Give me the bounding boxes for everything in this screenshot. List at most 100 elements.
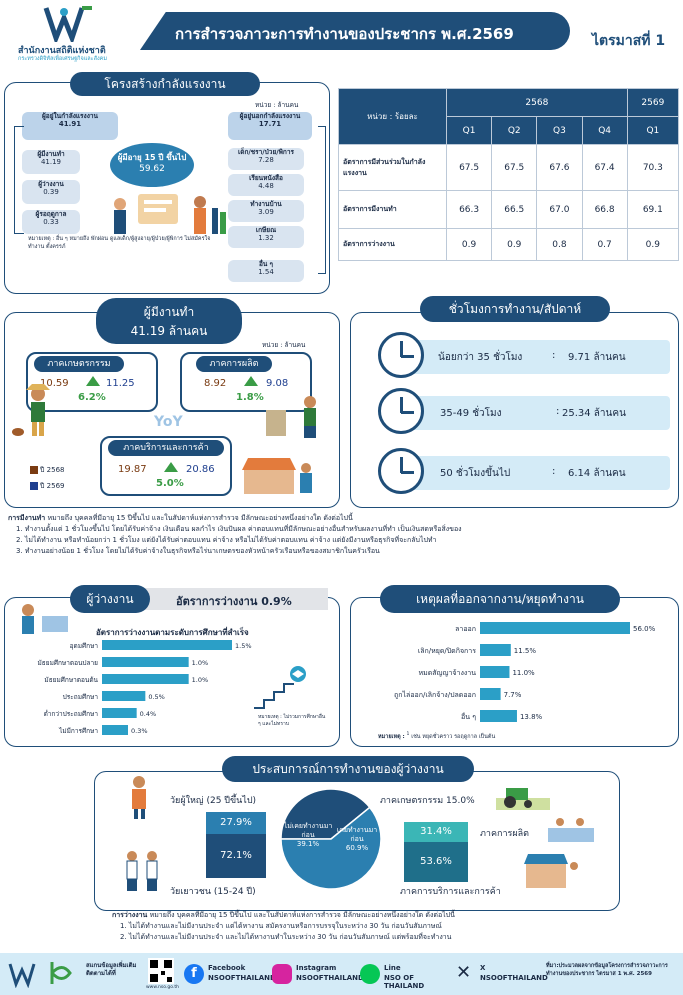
row-label: อัตราการว่างงาน	[338, 228, 447, 261]
table-quarter: Q3	[536, 116, 583, 145]
reason-bar	[480, 666, 510, 678]
social-handle: NSO OF THAILAND	[384, 974, 425, 990]
farm-illustration	[496, 780, 550, 810]
outside-item-value: 1.32	[258, 234, 274, 243]
social-name: Line	[384, 964, 401, 972]
edu-bar	[102, 725, 128, 735]
table-unit-header: หน่วย : ร้อยละ	[338, 88, 447, 145]
legend-label-2569: ปี 2569	[40, 482, 65, 490]
qr-code-icon[interactable]	[148, 958, 174, 984]
outside-item-label: เกษียณ	[255, 226, 277, 234]
unemployed-note: หมายเหตุ : ไม่รวมการศึกษาอื่น ๆ และไม่ทร…	[258, 714, 326, 727]
employed-value: 41.19	[40, 158, 62, 167]
hours-colon: :	[552, 466, 556, 477]
table-cell: 67.5	[445, 144, 493, 191]
table-cell: 0.9	[626, 228, 680, 261]
hours-value: 9.71 ล้านคน	[568, 352, 626, 363]
clock-icon	[378, 388, 424, 434]
bar-category-label: ลาออก	[455, 625, 476, 633]
definition-text: หมายถึง บุคคลที่มีอายุ 15 ปีขึ้นไป และใน…	[47, 514, 353, 522]
adult-label: วัยผู้ใหญ่ (25 ปีขึ้นไป)	[170, 796, 257, 806]
table-cell: 66.8	[581, 190, 628, 229]
bar-category-label: หมดสัญญาจ้างงาน	[419, 669, 477, 677]
qr-icon	[148, 958, 174, 984]
social-name: X	[480, 964, 486, 972]
legend-swatch-2569	[30, 482, 38, 490]
manu-pct-box: 31.4%	[404, 822, 468, 842]
age15-ellipse: ผู้มีอายุ 15 ปี ขึ้นไป 59.62	[110, 143, 194, 187]
hours-row-bg	[402, 456, 670, 490]
adult-worker-icon	[132, 776, 146, 819]
x-link[interactable]: ✕ X NSOOFTHAILAND	[456, 962, 548, 988]
bracket-right	[318, 126, 326, 274]
table-cell: 67.0	[536, 190, 583, 229]
graduation-stairs-icon	[254, 666, 306, 709]
reasons-chart: ลาออก 56.0% เลิก/หยุด/ปิดกิจการ 11.5% หมดสัญ…	[394, 622, 656, 722]
manu-label: ภาคการผลิต	[480, 829, 529, 839]
legend-label-2568: ปี 2568	[40, 466, 65, 474]
experience-title: ประสบการณ์การทำงานของผู้ว่างงาน	[222, 756, 474, 782]
clock-icon	[378, 448, 424, 494]
stairs-illustration	[250, 664, 310, 712]
table-cell: 67.5	[491, 144, 538, 191]
employed-label: ผู้มีงานทำ	[37, 150, 65, 158]
bar-category-label: ต่ำกว่าประถมศึกษา	[44, 709, 99, 718]
hours-colon: :	[556, 406, 560, 417]
job-seeker-illustration	[14, 598, 74, 640]
org-sub: กระทรวงดิจิทัลเพื่อเศรษฐกิจและสังคม	[18, 56, 107, 62]
footer-logo-2	[46, 958, 76, 988]
row-label: อัตราการมีส่วนร่วมในกำลังแรงงาน	[338, 144, 447, 191]
line-icon	[360, 964, 380, 984]
age15-label: ผู้มีอายุ 15 ปี ขึ้นไป	[117, 153, 187, 162]
up-arrow-icon	[244, 376, 258, 386]
facebook-link[interactable]: f Facebook NSOOFTHAILAND	[184, 962, 276, 988]
yoy-label: YoY	[154, 414, 183, 430]
manufacturing-icon	[548, 818, 594, 842]
no-exp-label: ไม่เคยทำงานมาก่อน	[283, 822, 333, 840]
outside-item: เด็ก/ชรา/ป่วย/พิการ 7.28	[228, 148, 304, 170]
farmer-illustration	[8, 380, 68, 440]
table-row: อัตราการมีส่วนร่วมในกำลังแรงงาน 67.5 67.…	[338, 144, 680, 191]
definition-item: 1. ทำงานตั้งแต่ 1 ชั่วโมงขึ้นไป โดยได้รั…	[16, 524, 462, 533]
line-link[interactable]: Line NSO OF THAILAND	[360, 962, 452, 990]
labor-force-value: 41.91	[58, 120, 82, 129]
table-year-2568: 2568	[446, 88, 628, 117]
bar-category-label: เลิก/หยุด/ปิดกิจการ	[418, 647, 476, 655]
outside-item-label: ทำงานบ้าน	[250, 200, 282, 208]
unemployed-rate: อัตราการว่างงาน 0.9%	[176, 595, 292, 608]
edu-bar	[102, 691, 146, 701]
service-illustration	[520, 850, 580, 890]
seasonal-box: ผู้รอฤดูกาล 0.33	[22, 210, 80, 234]
outside-item-value: 1.54	[258, 268, 274, 277]
bar-value-label: 1.5%	[235, 642, 252, 650]
table-cell: 66.3	[445, 190, 493, 229]
unemployed-chart-title: อัตราการว่างงานตามระดับการศึกษาที่สำเร็จ	[96, 628, 249, 637]
unemp-def-item: 2. ไม่ได้ทำงานและไม่มีงานประจำ และไม่ได้…	[120, 932, 452, 941]
reasons-note-text: เช่น หยุดชั่วคราว รอฤดูกาล เป็นต้น	[411, 733, 496, 740]
edu-bar	[102, 640, 232, 650]
table-quarter: Q4	[581, 116, 628, 145]
edu-bar	[102, 657, 189, 667]
manu-illustration	[546, 814, 596, 844]
hours-row-bg	[402, 340, 670, 374]
reason-bar	[480, 644, 511, 656]
adult-pct-box: 27.9%	[206, 812, 266, 834]
employed-title: ผู้มีงานทำ	[143, 305, 195, 319]
bar-value-label: 0.4%	[140, 710, 157, 718]
table-row: อัตราการว่างงาน 0.9 0.9 0.8 0.7 0.9	[338, 228, 680, 261]
table-cell: 67.4	[581, 144, 628, 191]
footer-app-label: สแกนข้อมูลเพิ่มเติม ติดตามได้ที่	[86, 962, 137, 978]
bar-category-label: ไม่มีการศึกษา	[58, 727, 98, 735]
legend-swatch-2568	[30, 466, 38, 474]
tractor-icon	[496, 788, 550, 810]
instagram-link[interactable]: Instagram NSOOFTHAILAND	[272, 962, 364, 988]
org-name: สำนักงานสถิติแห่งชาติ	[18, 46, 106, 56]
shop-icon	[242, 458, 312, 494]
outside-item: เกษียณ 1.32	[228, 226, 304, 248]
bar-category-label: อุดมศึกษา	[70, 642, 99, 650]
table-cell: 0.7	[581, 228, 628, 261]
no-exp-value: 39.1%	[296, 840, 320, 849]
bar-value-label: 11.5%	[514, 647, 537, 655]
factory-illustration	[262, 392, 332, 440]
outside-item-value: 4.48	[258, 182, 274, 191]
